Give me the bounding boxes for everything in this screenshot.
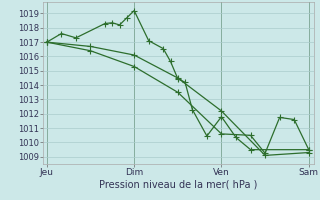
X-axis label: Pression niveau de la mer( hPa ): Pression niveau de la mer( hPa ) xyxy=(99,180,258,190)
